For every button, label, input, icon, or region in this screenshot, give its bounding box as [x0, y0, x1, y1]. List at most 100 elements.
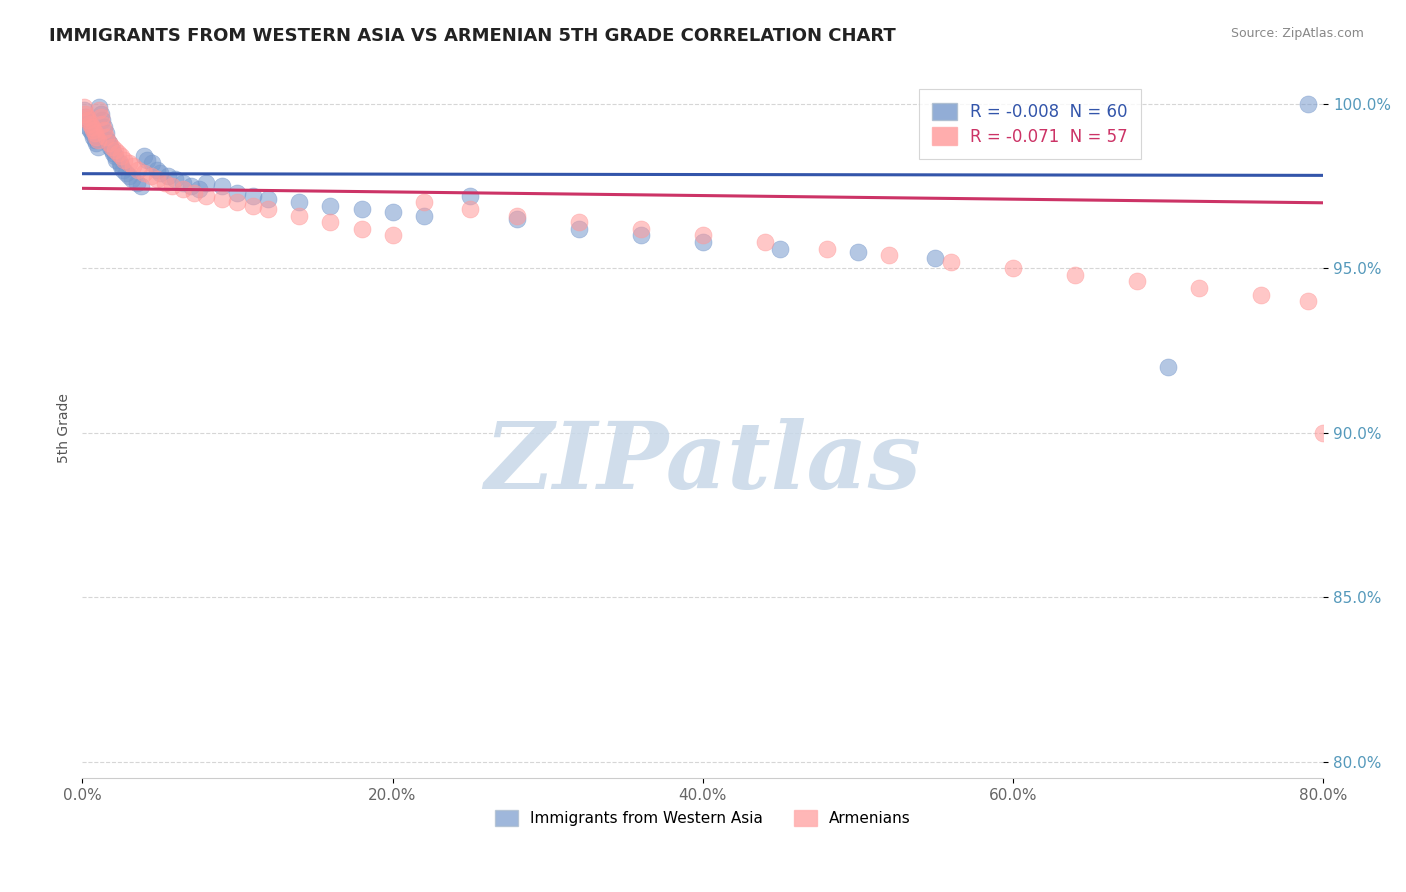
Point: [1002, 261, 1025, 276]
Point: [350, 221, 373, 235]
Point: [242, 189, 264, 203]
Point: [89, 103, 111, 118]
Point: [80, 120, 103, 134]
Point: [162, 179, 184, 194]
Point: [187, 182, 209, 196]
Point: [121, 172, 143, 186]
Point: [73, 100, 96, 114]
Point: [630, 221, 652, 235]
Point: [924, 252, 946, 266]
Point: [1312, 425, 1334, 440]
Point: [350, 202, 373, 216]
Point: [630, 228, 652, 243]
Point: [257, 192, 280, 206]
Point: [118, 169, 141, 183]
Point: [136, 153, 159, 167]
Point: [257, 202, 280, 216]
Point: [153, 176, 176, 190]
Point: [97, 136, 120, 151]
Point: [505, 211, 527, 226]
Point: [195, 176, 218, 190]
Point: [76, 113, 98, 128]
Point: [846, 244, 869, 259]
Point: [83, 127, 105, 141]
Point: [145, 162, 167, 177]
Point: [145, 172, 167, 186]
Point: [84, 136, 107, 151]
Point: [1126, 274, 1149, 288]
Point: [114, 166, 136, 180]
Y-axis label: 5th Grade: 5th Grade: [58, 392, 72, 463]
Point: [412, 195, 434, 210]
Point: [82, 129, 104, 144]
Point: [94, 129, 117, 144]
Point: [149, 166, 172, 180]
Point: [84, 129, 107, 144]
Point: [568, 221, 591, 235]
Point: [1157, 359, 1180, 374]
Point: [103, 146, 125, 161]
Point: [75, 106, 97, 120]
Point: [90, 106, 112, 120]
Point: [134, 149, 156, 163]
Point: [77, 113, 100, 128]
Point: [79, 116, 101, 130]
Point: [100, 139, 122, 153]
Point: [111, 162, 134, 177]
Point: [183, 186, 205, 200]
Point: [1064, 268, 1087, 282]
Point: [122, 159, 145, 173]
Point: [692, 235, 714, 249]
Point: [91, 116, 114, 130]
Text: IMMIGRANTS FROM WESTERN ASIA VS ARMENIAN 5TH GRADE CORRELATION CHART: IMMIGRANTS FROM WESTERN ASIA VS ARMENIAN…: [49, 27, 896, 45]
Point: [139, 169, 162, 183]
Point: [242, 199, 264, 213]
Point: [288, 209, 311, 223]
Point: [180, 179, 202, 194]
Point: [458, 202, 481, 216]
Point: [412, 209, 434, 223]
Point: [104, 149, 127, 163]
Point: [129, 179, 152, 194]
Point: [110, 159, 132, 173]
Point: [195, 189, 218, 203]
Point: [104, 143, 127, 157]
Legend: Immigrants from Western Asia, Armenians: Immigrants from Western Asia, Armenians: [488, 803, 918, 834]
Point: [98, 139, 121, 153]
Point: [127, 162, 149, 177]
Point: [76, 110, 98, 124]
Point: [112, 153, 135, 167]
Point: [100, 143, 122, 157]
Point: [319, 215, 342, 229]
Text: Source: ZipAtlas.com: Source: ZipAtlas.com: [1230, 27, 1364, 40]
Point: [87, 139, 110, 153]
Point: [91, 113, 114, 128]
Point: [80, 127, 103, 141]
Point: [1296, 96, 1319, 111]
Point: [877, 248, 900, 262]
Point: [505, 209, 527, 223]
Point: [156, 169, 179, 183]
Point: [458, 189, 481, 203]
Point: [1250, 287, 1272, 301]
Point: [108, 156, 131, 170]
Point: [96, 133, 118, 147]
Point: [94, 127, 117, 141]
Point: [77, 120, 100, 134]
Point: [73, 103, 96, 118]
Point: [319, 199, 342, 213]
Point: [172, 182, 194, 196]
Point: [939, 254, 962, 268]
Point: [1296, 294, 1319, 309]
Point: [75, 110, 97, 124]
Point: [692, 228, 714, 243]
Point: [226, 186, 249, 200]
Point: [83, 133, 105, 147]
Point: [165, 172, 187, 186]
Point: [211, 192, 233, 206]
Point: [89, 100, 111, 114]
Point: [754, 235, 776, 249]
Point: [87, 133, 110, 147]
Point: [97, 136, 120, 151]
Point: [141, 156, 163, 170]
